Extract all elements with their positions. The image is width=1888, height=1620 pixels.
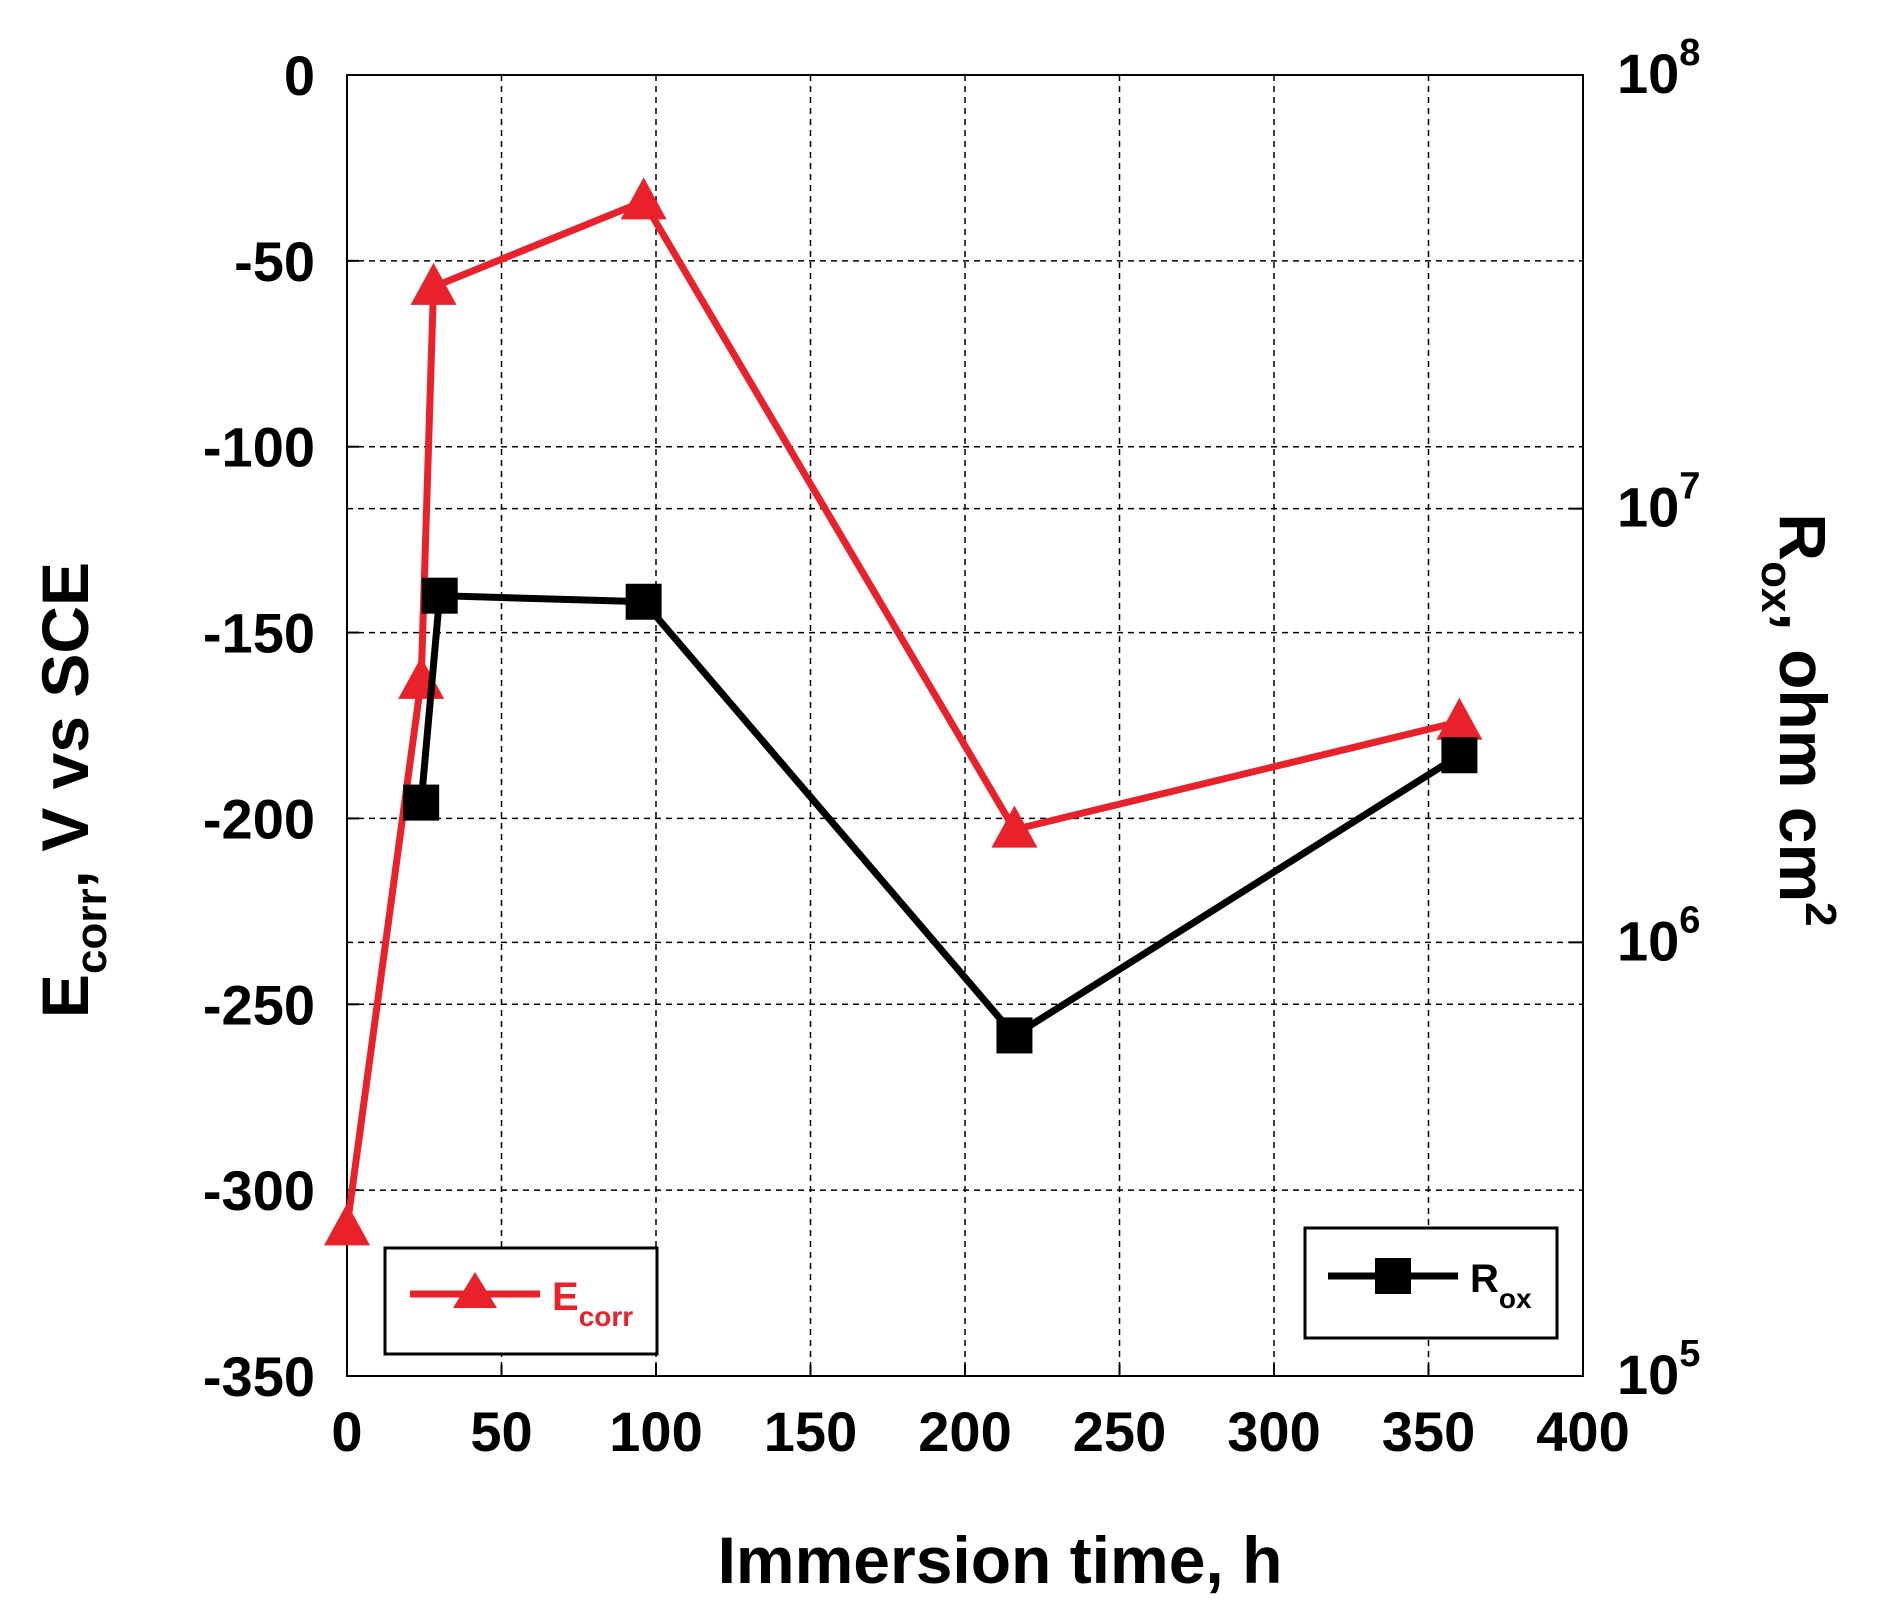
y-right-title-base: R <box>1766 513 1840 561</box>
legend-ecorr-label-base: E <box>552 1275 579 1319</box>
tick-label-yright-exp: 8 <box>1679 32 1700 74</box>
legend-ecorr-label: Ecorr <box>552 1275 633 1332</box>
marker-E_corr-0 <box>324 1203 370 1246</box>
tick-label-yright-exp: 5 <box>1679 1333 1700 1375</box>
tick-label-yright-exp: 7 <box>1679 466 1700 508</box>
tick-label-yleft--200: -200 <box>203 787 315 850</box>
tick-label-yright-1e8: 108 <box>1617 32 1700 105</box>
tick-label-yleft-0: 0 <box>284 44 315 107</box>
y-axis-title-left: Ecorr, V vs SCE <box>28 562 116 1018</box>
marker-R_ox-1 <box>421 577 458 614</box>
tick-label-x-300: 300 <box>1227 1400 1320 1463</box>
marker-E_corr-2 <box>410 262 457 305</box>
legend-rox: Rox <box>1303 1226 1559 1340</box>
tick-label-yleft--300: -300 <box>203 1159 315 1222</box>
tick-label-yright-base: 10 <box>1617 476 1679 539</box>
tick-label-yleft--250: -250 <box>203 973 315 1036</box>
legend-ecorr-box <box>383 1246 659 1356</box>
legend-rox-marker <box>1375 1258 1411 1294</box>
y-right-title-sub: ox <box>1752 561 1801 613</box>
tick-label-yleft--350: -350 <box>203 1345 315 1408</box>
x-axis-title: Immersion time, h <box>718 1523 1283 1597</box>
legend-rox-label-base: R <box>1470 1257 1499 1301</box>
left-axis-ticks: 0 -50 -100 -150 -200 -250 -300 -350 <box>203 44 359 1408</box>
series-line-R_ox <box>417 592 1462 1041</box>
tick-label-yright-exp: 6 <box>1679 899 1700 941</box>
tick-label-yright-base: 10 <box>1617 1343 1679 1406</box>
marker-R_ox-2 <box>625 583 662 620</box>
marker-E_corr-4 <box>991 805 1038 848</box>
legend-ecorr-marker <box>453 1272 497 1308</box>
marker-R_ox-4 <box>1441 737 1478 774</box>
tick-label-yleft--50: -50 <box>234 230 315 293</box>
tick-label-yleft--100: -100 <box>203 416 315 479</box>
legend-rox-label: Rox <box>1470 1257 1532 1314</box>
tick-label-x-250: 250 <box>1073 1400 1166 1463</box>
y-right-title-rest: , ohm cm <box>1766 612 1840 902</box>
tick-label-x-150: 150 <box>764 1400 857 1463</box>
tick-label-x-100: 100 <box>609 1400 702 1463</box>
tick-label-x-350: 350 <box>1382 1400 1475 1463</box>
tick-label-yright-1e7: 107 <box>1617 466 1700 539</box>
marker-E_corr-3 <box>620 177 667 220</box>
series-layer <box>324 177 1483 1246</box>
tick-label-x-200: 200 <box>918 1400 1011 1463</box>
tick-label-x-0: 0 <box>331 1400 362 1463</box>
y-axis-title-right: Rox, ohm cm2 <box>1752 513 1845 926</box>
marker-R_ox-0 <box>403 784 440 821</box>
tick-label-yright-1e6: 106 <box>1617 899 1700 972</box>
tick-label-yright-base: 10 <box>1617 42 1679 105</box>
tick-label-yleft--150: -150 <box>203 602 315 665</box>
y-left-title-sub: corr <box>67 888 116 974</box>
legend-ecorr: Ecorr <box>383 1246 659 1356</box>
tick-label-yright-1e5: 105 <box>1617 1333 1700 1406</box>
y-right-title-sup: 2 <box>1796 902 1845 926</box>
marker-R_ox-3 <box>996 1017 1033 1054</box>
tick-label-x-50: 50 <box>470 1400 532 1463</box>
bottom-axis-ticks: 0 50 100 150 200 250 300 350 400 <box>331 1364 1630 1463</box>
legend-rox-label-sub: ox <box>1499 1283 1532 1314</box>
legend-ecorr-label-sub: corr <box>579 1301 634 1332</box>
tick-label-x-400: 400 <box>1536 1400 1629 1463</box>
y-left-title-base: E <box>28 974 102 1018</box>
y-left-title-rest: , V vs SCE <box>28 562 102 889</box>
marker-E_corr-1 <box>398 656 445 699</box>
tick-label-yright-base: 10 <box>1617 909 1679 972</box>
marker-E_corr-5 <box>1436 697 1483 740</box>
legend-rox-box <box>1303 1226 1559 1340</box>
grid-lines <box>347 75 1583 1376</box>
series-line-E_corr <box>343 197 1461 1228</box>
